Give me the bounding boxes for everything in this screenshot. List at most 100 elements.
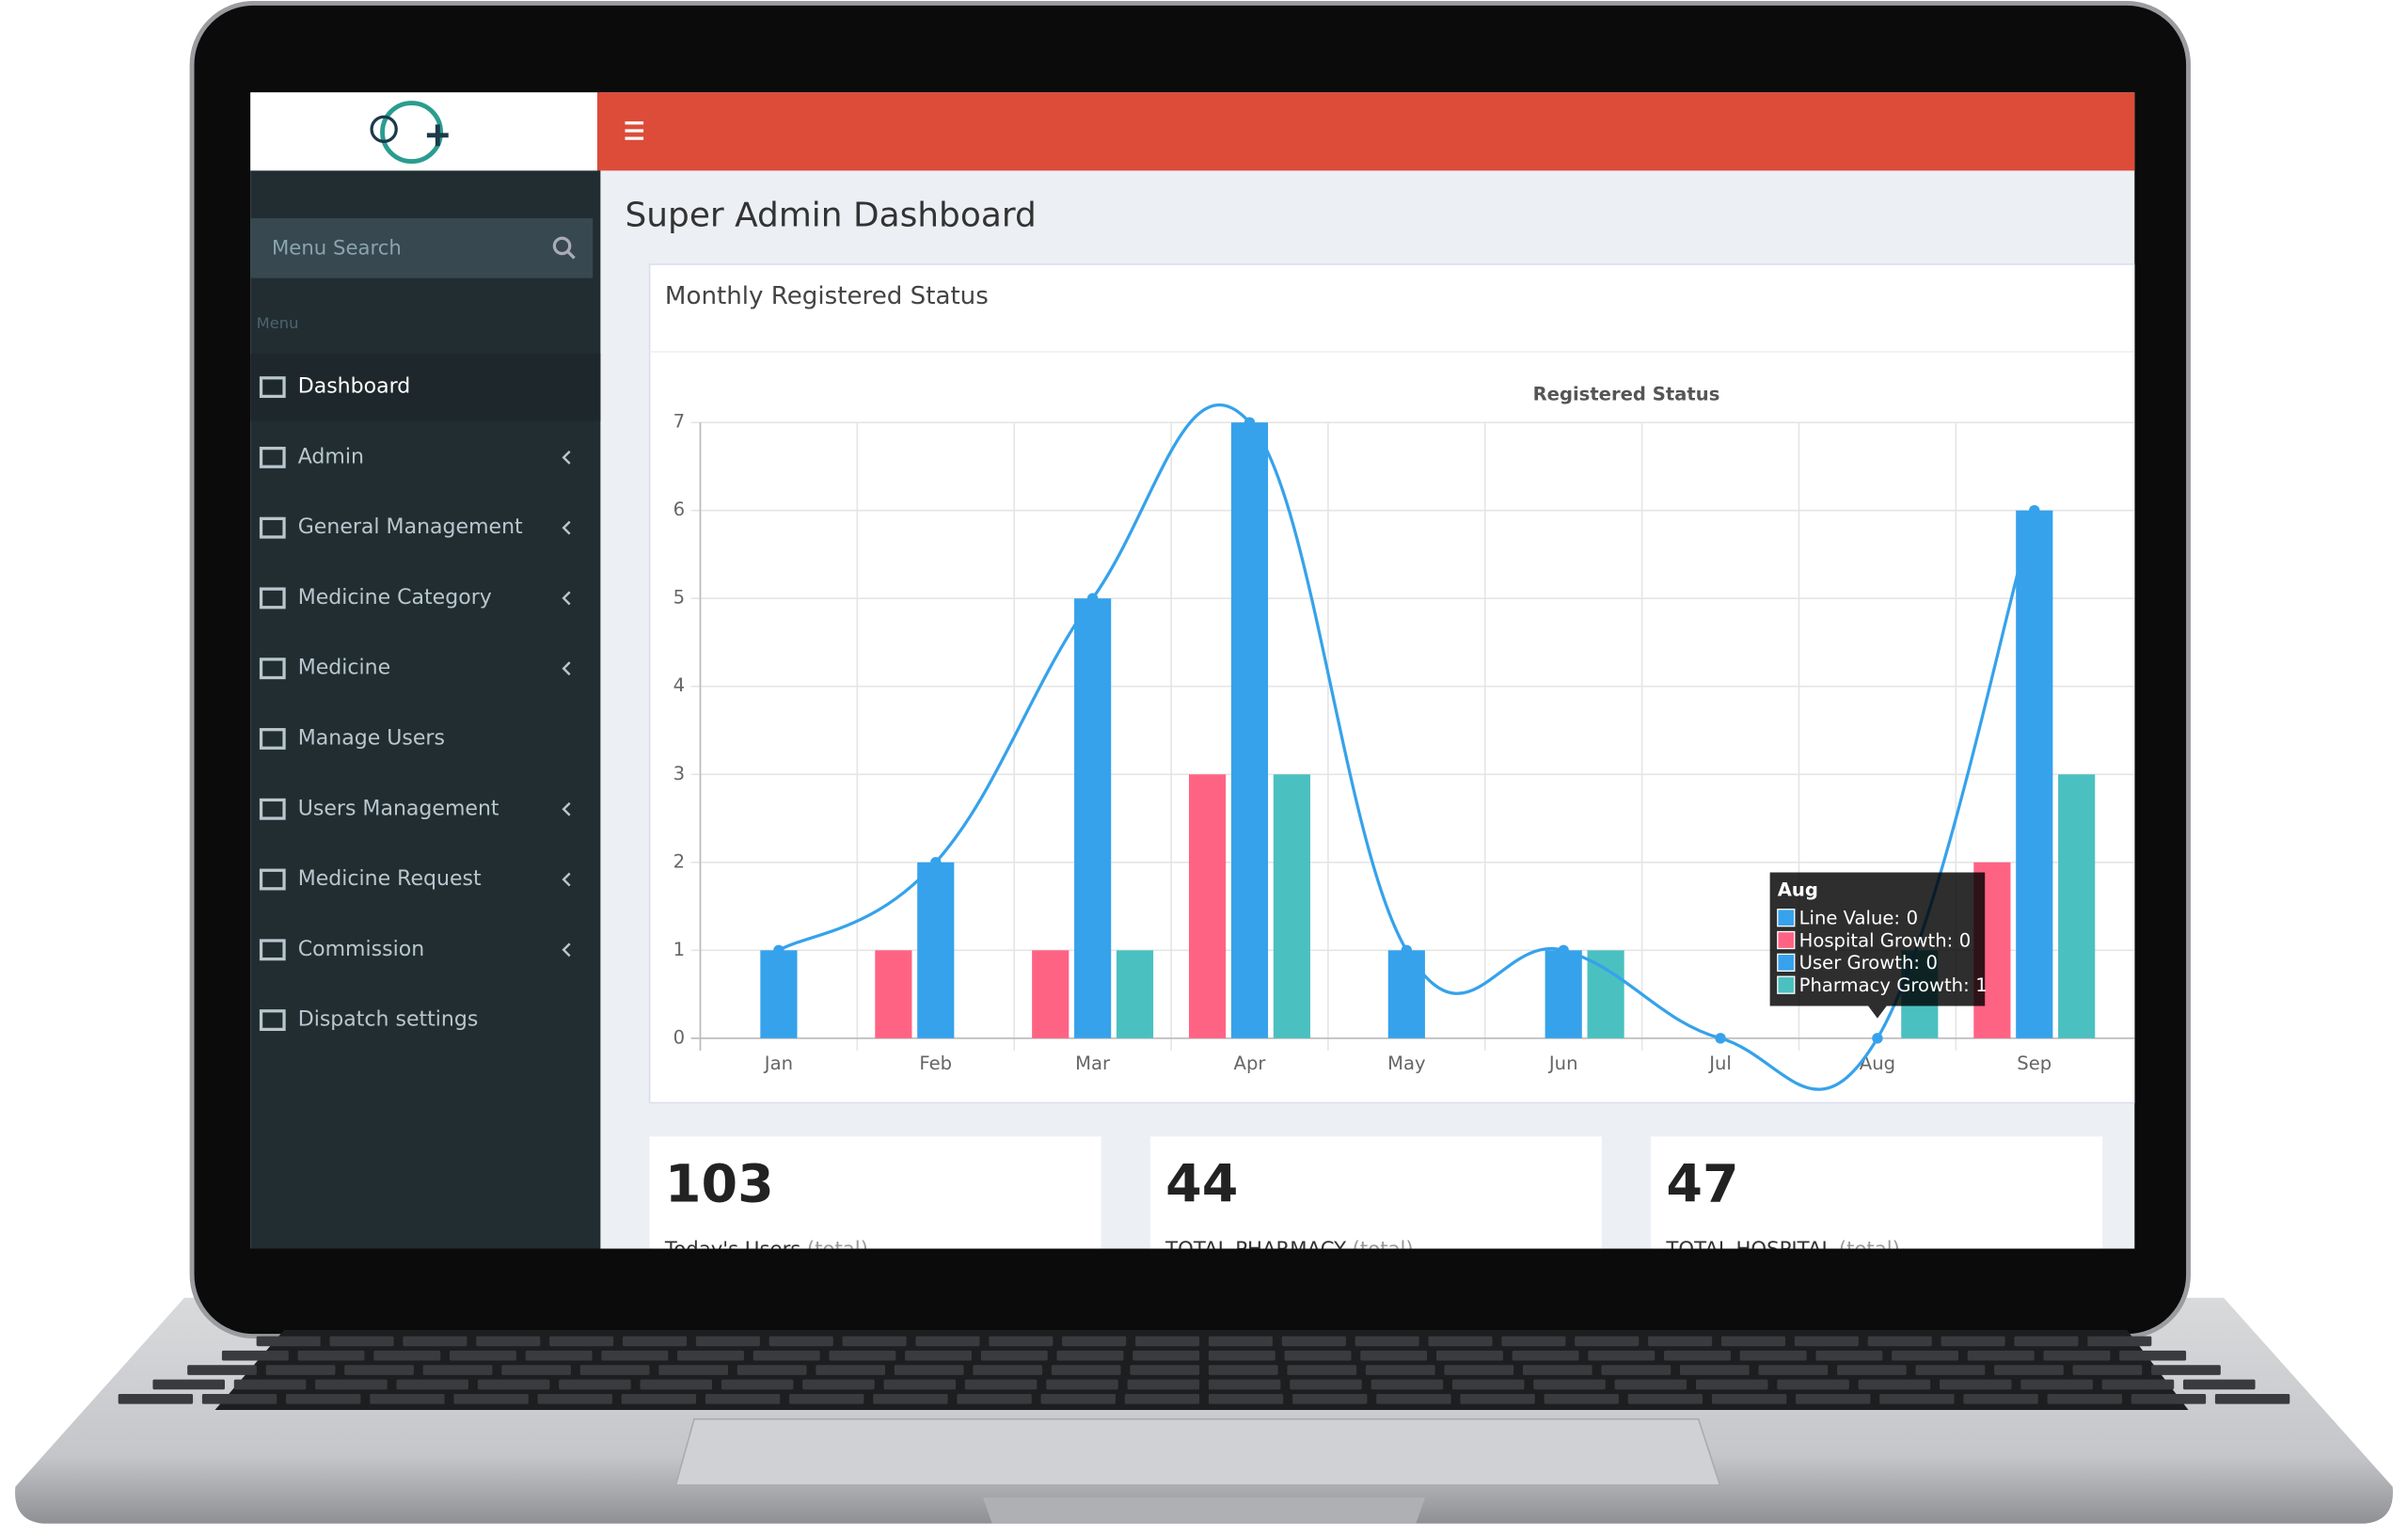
key — [1208, 1350, 1275, 1361]
key — [640, 1379, 713, 1390]
page-title: Super Admin Dashboard — [625, 196, 1036, 234]
y-tick-label: 4 — [673, 674, 685, 696]
menu-item[interactable]: Commission — [259, 938, 571, 961]
tooltip-separator: : — [1947, 929, 1954, 951]
key — [152, 1379, 225, 1390]
menu-chevron — [562, 450, 571, 465]
laptop-notch — [982, 1497, 1426, 1524]
key — [973, 1365, 1043, 1375]
menu-item[interactable]: Admin — [259, 445, 571, 468]
key — [1915, 1365, 1986, 1375]
key — [396, 1379, 469, 1390]
y-tick-label: 7 — [673, 411, 685, 433]
key — [1040, 1393, 1116, 1404]
menu-item[interactable]: Medicine — [259, 657, 571, 680]
key — [1533, 1379, 1606, 1390]
key — [1376, 1393, 1451, 1404]
key — [286, 1393, 361, 1404]
menu-chevron — [562, 591, 571, 606]
stat-card — [1149, 1136, 1602, 1249]
key — [894, 1365, 964, 1375]
menu-item[interactable]: Users Management — [259, 797, 571, 820]
key — [802, 1379, 875, 1390]
line-point — [1244, 417, 1256, 428]
key — [737, 1365, 807, 1375]
tooltip-line: User Growth: 0 — [1799, 952, 1938, 974]
x-tick-label: Feb — [919, 1053, 952, 1074]
key — [2119, 1350, 2187, 1361]
menu-item[interactable]: Manage Users — [259, 726, 445, 750]
menu-icon — [259, 376, 286, 399]
bar — [1189, 774, 1227, 1038]
key — [1522, 1365, 1592, 1375]
key — [789, 1393, 864, 1404]
line-point — [930, 857, 942, 868]
x-tick-label: Mar — [1075, 1053, 1111, 1074]
menu-search[interactable] — [250, 218, 594, 278]
tooltip-swatch — [1777, 953, 1796, 972]
key — [2020, 1379, 2093, 1390]
tooltip-value: 1 — [1975, 974, 1987, 996]
menu-label: Medicine — [298, 657, 390, 680]
search-icon[interactable] — [552, 236, 576, 260]
key — [1867, 1336, 1932, 1347]
key — [1460, 1393, 1535, 1404]
menu-item[interactable]: General Management — [259, 515, 571, 539]
bar — [2058, 774, 2096, 1038]
key — [768, 1336, 833, 1347]
tooltip-series-name: Pharmacy Growth — [1799, 974, 1963, 996]
key — [1124, 1393, 1200, 1404]
stat-label-note: (total) — [1353, 1238, 1414, 1261]
key — [1135, 1336, 1200, 1347]
key — [1354, 1336, 1419, 1347]
menu-item[interactable]: Medicine Request — [259, 867, 571, 891]
key — [1939, 1379, 2012, 1390]
key — [1837, 1365, 1907, 1375]
menu-item[interactable]: Dispatch settings — [259, 1008, 479, 1032]
search-placeholder: Menu Search — [272, 237, 402, 261]
menu-item[interactable]: Medicine Category — [259, 586, 571, 610]
tooltip-line: Pharmacy Growth: 1 — [1799, 974, 1988, 996]
key — [1208, 1379, 1281, 1390]
key — [2214, 1393, 2290, 1404]
key — [1501, 1336, 1566, 1347]
bar — [1587, 950, 1624, 1038]
key — [752, 1350, 820, 1361]
key — [677, 1350, 744, 1361]
key — [525, 1350, 593, 1361]
bar — [1074, 598, 1112, 1038]
line-point — [1715, 1033, 1726, 1044]
key — [1879, 1393, 1955, 1404]
key — [1994, 1365, 2064, 1375]
menu: Dashboard Admin General Management Medicine… — [250, 353, 601, 1032]
key — [1051, 1365, 1121, 1375]
key — [829, 1350, 896, 1361]
key — [816, 1365, 886, 1375]
key — [2151, 1365, 2221, 1375]
key — [201, 1393, 277, 1404]
key — [1720, 1336, 1786, 1347]
tooltip-separator: : — [1893, 907, 1900, 928]
menu-icon — [259, 939, 286, 961]
menu-item[interactable]: Dashboard — [250, 353, 601, 421]
tooltip-line: Hospital Growth: 0 — [1799, 929, 1972, 951]
key — [329, 1336, 394, 1347]
key — [1290, 1379, 1362, 1390]
key — [842, 1336, 907, 1347]
top-bar — [597, 92, 2135, 171]
key — [579, 1365, 650, 1375]
key — [1601, 1365, 1671, 1375]
menu-icon — [259, 446, 286, 468]
y-tick-label: 3 — [673, 763, 685, 784]
key — [2087, 1336, 2152, 1347]
line-point — [1086, 593, 1099, 604]
key — [1046, 1379, 1118, 1390]
key — [265, 1365, 336, 1375]
key — [1281, 1336, 1346, 1347]
chart: 0 1 2 3 4 5 6 7 Jan Feb Mar Apr May Jun Jul Aug Sep Aug Li… — [673, 404, 2135, 1091]
bar — [1273, 774, 1310, 1038]
key — [1679, 1365, 1750, 1375]
key — [1130, 1365, 1200, 1375]
menu-toggle[interactable] — [625, 121, 644, 140]
